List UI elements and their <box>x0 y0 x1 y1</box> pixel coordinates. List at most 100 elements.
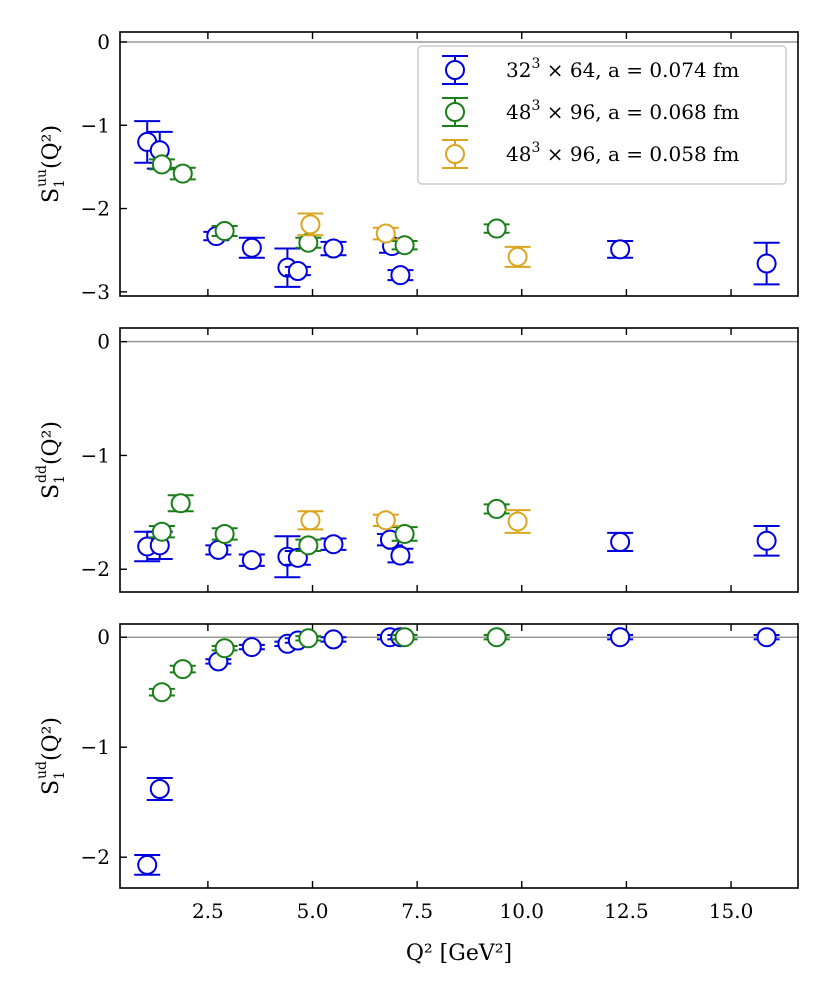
data-point <box>387 265 414 286</box>
marker <box>172 659 193 680</box>
data-point <box>146 777 173 801</box>
marker <box>394 523 415 544</box>
marker <box>137 854 158 875</box>
data-point <box>483 498 510 519</box>
marker <box>756 253 777 274</box>
data-point <box>148 154 175 175</box>
marker <box>170 493 191 514</box>
legend-marker <box>445 102 465 122</box>
marker <box>610 531 631 552</box>
marker <box>300 510 321 531</box>
data-point <box>391 235 418 256</box>
marker <box>214 523 235 544</box>
marker <box>323 534 344 555</box>
data-point <box>372 510 399 531</box>
y-tick-label: 0 <box>97 625 110 649</box>
marker <box>151 521 172 542</box>
data-point <box>211 221 238 242</box>
data-point <box>167 493 194 514</box>
y-tick-label: 0 <box>97 330 110 354</box>
marker <box>394 235 415 256</box>
data-point <box>607 239 634 260</box>
y-tick-label: −2 <box>81 845 110 869</box>
y-tick-label: −2 <box>81 197 110 221</box>
x-tick-label: 12.5 <box>604 899 649 923</box>
data-point <box>297 510 324 531</box>
data-point <box>320 534 347 555</box>
x-tick-label: 10.0 <box>500 899 545 923</box>
data-point <box>607 531 634 553</box>
marker <box>486 498 507 519</box>
data-point <box>169 163 196 184</box>
marker <box>756 530 777 551</box>
marker <box>486 627 507 648</box>
marker <box>390 545 411 566</box>
y-axis-title: S1ud(Q²) <box>34 717 68 795</box>
data-point <box>238 236 265 259</box>
y-tick-label: −2 <box>81 557 110 581</box>
legend: 323 × 64, a = 0.074 fm 483 × 96, a = 0.06… <box>417 45 787 185</box>
data-point <box>148 521 175 542</box>
legend-entry: 323 × 64, a = 0.074 fm <box>442 55 739 85</box>
marker <box>486 218 507 239</box>
marker <box>375 223 396 244</box>
data-point <box>387 545 414 566</box>
marker <box>390 265 411 286</box>
marker <box>172 163 193 184</box>
legend-marker <box>445 144 465 164</box>
x-tick-label: 5.0 <box>297 899 329 923</box>
marker <box>323 238 344 259</box>
plot-frame <box>119 327 799 593</box>
data-point <box>391 627 418 648</box>
x-tick-label: 2.5 <box>192 899 224 923</box>
data-point <box>483 218 510 239</box>
y-axis-title: S1dd(Q²) <box>34 421 68 499</box>
legend-entry: 483 × 96, a = 0.058 fm <box>442 139 739 169</box>
data-point <box>753 241 780 286</box>
data-point <box>295 628 322 649</box>
marker <box>298 232 319 253</box>
legend-label: 483 × 96, a = 0.068 fm <box>506 98 739 124</box>
y-tick-label: 0 <box>97 30 110 54</box>
x-tick-label: 7.5 <box>401 899 433 923</box>
panel-uu: 0 −1 −2 −3 S1uu(Q²) <box>34 30 799 304</box>
data-point <box>211 638 238 659</box>
marker <box>298 628 319 649</box>
x-tick-label: 15.0 <box>709 899 754 923</box>
marker <box>323 629 344 650</box>
data-point <box>297 212 324 237</box>
y-tick-label: −1 <box>81 443 110 467</box>
legend-label: 323 × 64, a = 0.074 fm <box>506 56 739 82</box>
marker <box>300 214 321 235</box>
marker <box>610 627 631 648</box>
y-axis-title: S1uu(Q²) <box>34 125 68 203</box>
marker <box>214 221 235 242</box>
marker <box>756 627 777 648</box>
x-axis-title: Q² [GeV²] <box>406 941 512 966</box>
data-point <box>238 550 265 571</box>
data-point <box>320 629 347 650</box>
marker <box>507 246 528 267</box>
data-point <box>753 627 780 648</box>
data-point <box>148 682 175 703</box>
data-point <box>504 245 531 268</box>
marker <box>151 682 172 703</box>
marker <box>241 637 262 658</box>
data-point <box>169 659 196 680</box>
legend-entry: 483 × 96, a = 0.068 fm <box>442 97 739 127</box>
plot-frame <box>119 31 799 297</box>
marker <box>507 511 528 532</box>
marker <box>214 638 235 659</box>
data-point <box>753 525 780 557</box>
data-point <box>483 627 510 648</box>
legend-frame <box>417 45 787 185</box>
data-point <box>205 539 232 560</box>
marker <box>241 237 262 258</box>
data-point <box>372 223 399 244</box>
y-tick-label: −1 <box>81 113 110 137</box>
marker <box>610 239 631 260</box>
marker <box>287 261 308 282</box>
data-point <box>284 261 311 282</box>
data-point <box>504 509 531 534</box>
